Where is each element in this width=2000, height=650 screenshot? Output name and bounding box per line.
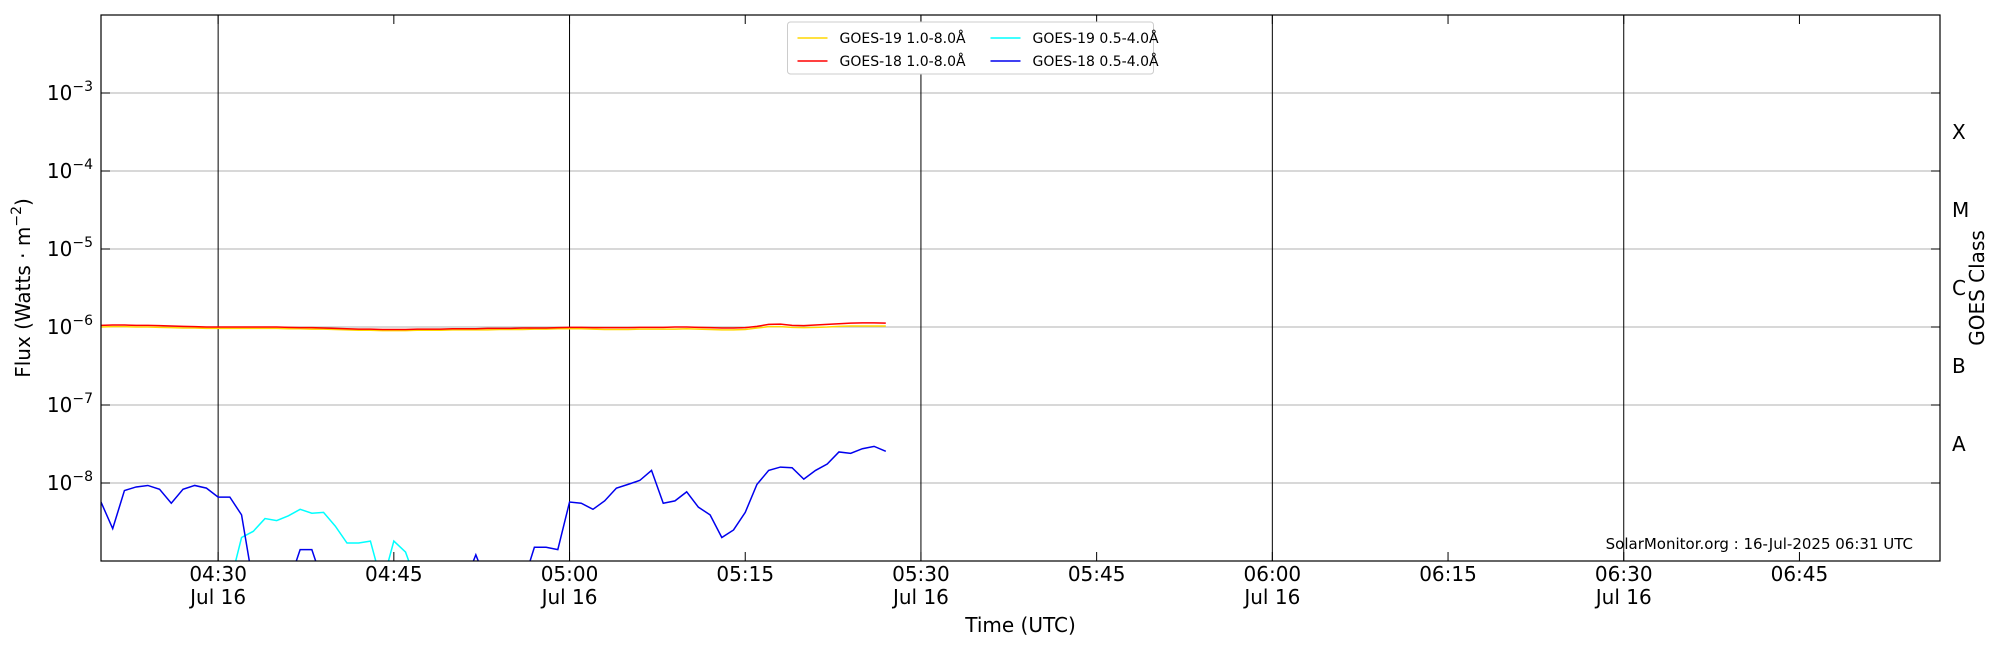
class-label: C [1952,276,1966,300]
x-tick-label: 05:45 [1068,562,1126,586]
plot-area [101,322,887,561]
y-tick-label: 10−6 [47,313,93,339]
y-tick-label: 10−7 [47,391,93,417]
x-tick-label: 06:00 [1244,562,1302,586]
x-tick-date: Jul 16 [540,585,598,609]
x-tick-label: 06:15 [1419,562,1477,586]
legend-label: GOES-19 0.5-4.0Å [1033,30,1159,47]
y-tick-base: 10 [47,471,72,495]
legend-label: GOES-18 1.0-8.0Å [840,53,966,70]
class-label: B [1952,354,1966,378]
x-tick-label: 05:00 [541,562,599,586]
x-tick-date: Jul 16 [891,585,949,609]
x-tick-label: 04:45 [365,562,423,586]
x-tick-label: 06:30 [1595,562,1653,586]
y-tick-base: 10 [47,81,72,105]
y-tick-base: 10 [47,315,72,339]
series-line [101,322,886,331]
x-tick-label: 05:30 [892,562,950,586]
y-tick-base: 10 [47,237,72,261]
y-tick-exponent: −7 [72,391,93,407]
y-tick-base: 10 [47,393,72,417]
series-line [101,325,886,332]
y2-axis-label: GOES Class [1965,230,1989,346]
x-tick-label: 05:15 [716,562,774,586]
class-label: M [1952,198,1969,222]
y-tick-exponent: −4 [72,157,93,173]
y-tick-label: 10−8 [47,469,93,495]
y-tick-exponent: −3 [72,79,93,95]
y-tick-exponent: −5 [72,235,93,251]
legend-label: GOES-18 0.5-4.0Å [1033,53,1159,70]
x-tick-label: 06:45 [1771,562,1829,586]
y-tick-base: 10 [47,159,72,183]
class-label: X [1952,120,1966,144]
legend-box [787,21,1154,75]
y-label-main: Flux (Watts · m [11,227,35,378]
x-tick-date: Jul 16 [188,585,246,609]
x-axis-label: Time (UTC) [964,613,1076,637]
annotation: SolarMonitor.org : 16-Jul-2025 06:31 UTC [1606,535,1913,553]
y-label-exponent: −2 [9,206,25,227]
y-tick-label: 10−3 [47,79,93,105]
legend-label: GOES-19 1.0-8.0Å [840,30,966,47]
class-label: A [1952,432,1966,456]
y-tick-label: 10−5 [47,235,93,261]
y-tick-exponent: −6 [72,313,93,329]
x-tick-label: 04:30 [189,562,247,586]
plot-frame [100,14,1941,562]
y-axis-label: Flux (Watts · m−2) [9,198,35,378]
series-line [101,445,887,561]
y-label-end: ) [11,198,35,206]
x-tick-date: Jul 16 [1594,585,1652,609]
y-tick-exponent: −8 [72,469,93,485]
y-tick-label: 10−4 [47,157,93,183]
x-tick-date: Jul 16 [1242,585,1300,609]
